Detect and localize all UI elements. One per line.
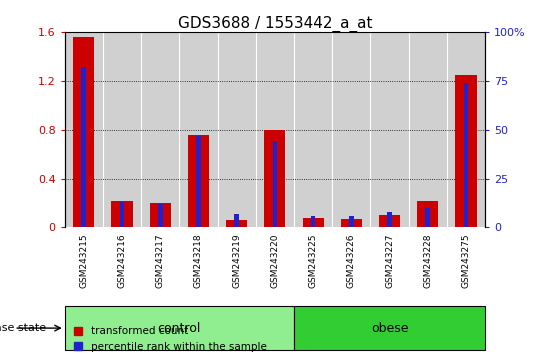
Text: control: control xyxy=(157,321,201,335)
Bar xyxy=(455,75,476,228)
Bar xyxy=(81,67,86,228)
Bar xyxy=(256,32,294,228)
Bar xyxy=(65,32,103,228)
Text: obese: obese xyxy=(371,321,409,335)
Bar xyxy=(341,219,362,228)
Bar xyxy=(65,306,294,350)
Bar xyxy=(349,216,354,228)
Bar xyxy=(265,130,286,228)
Bar xyxy=(302,218,323,228)
Bar xyxy=(387,212,392,228)
Bar xyxy=(294,306,485,350)
Bar xyxy=(218,32,256,228)
Bar xyxy=(158,204,163,228)
Bar xyxy=(417,201,438,228)
Text: GSM243215: GSM243215 xyxy=(79,234,88,289)
Text: GSM243217: GSM243217 xyxy=(156,234,165,289)
Bar xyxy=(120,202,125,228)
Text: disease state: disease state xyxy=(0,323,46,333)
Text: GSM243227: GSM243227 xyxy=(385,234,394,288)
Bar xyxy=(425,208,430,228)
Bar xyxy=(150,203,171,228)
Text: GSM243218: GSM243218 xyxy=(194,234,203,289)
Bar xyxy=(73,37,94,228)
Bar xyxy=(179,32,218,228)
Text: GSM243219: GSM243219 xyxy=(232,234,241,289)
Text: GSM243275: GSM243275 xyxy=(461,234,471,289)
Bar xyxy=(226,220,247,228)
Bar xyxy=(294,32,332,228)
Bar xyxy=(409,32,447,228)
Bar xyxy=(196,136,201,228)
Text: GSM243228: GSM243228 xyxy=(423,234,432,288)
Bar xyxy=(370,32,409,228)
Text: GSM243216: GSM243216 xyxy=(118,234,127,289)
Bar xyxy=(141,32,179,228)
Bar xyxy=(379,215,400,228)
Bar xyxy=(103,32,141,228)
Title: GDS3688 / 1553442_a_at: GDS3688 / 1553442_a_at xyxy=(178,16,372,32)
Bar xyxy=(234,214,239,228)
Bar xyxy=(447,32,485,228)
Text: GSM243226: GSM243226 xyxy=(347,234,356,288)
Bar xyxy=(332,32,370,228)
Bar xyxy=(311,216,315,228)
Legend: transformed count, percentile rank within the sample: transformed count, percentile rank withi… xyxy=(70,322,271,354)
Bar xyxy=(273,141,277,228)
Text: GSM243225: GSM243225 xyxy=(309,234,317,288)
Text: GSM243220: GSM243220 xyxy=(271,234,279,288)
Bar xyxy=(188,135,209,228)
Bar xyxy=(464,83,468,228)
Bar xyxy=(112,201,133,228)
